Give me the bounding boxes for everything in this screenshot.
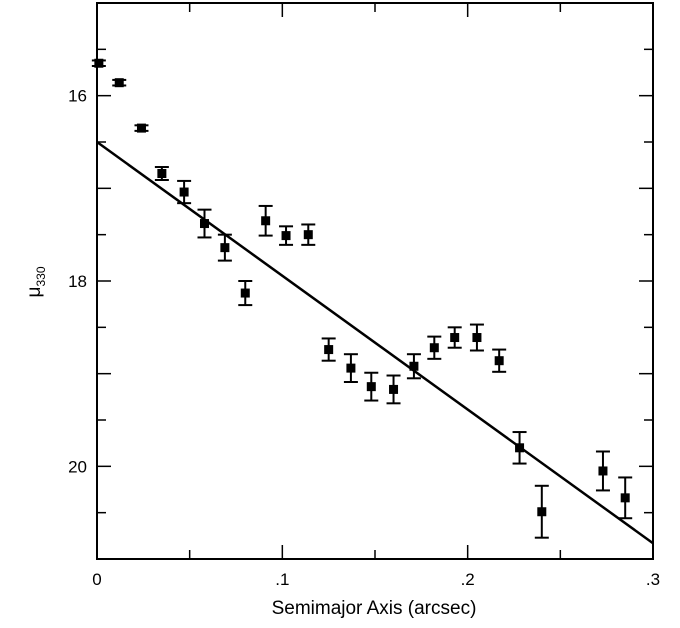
- data-point: [177, 179, 192, 205]
- x-tick-label: 0: [92, 570, 101, 589]
- data-point: [364, 371, 379, 402]
- x-axis-label: Semimajor Axis (arcsec): [272, 598, 477, 619]
- point-marker: [389, 384, 399, 394]
- data-point: [386, 374, 401, 405]
- point-marker: [94, 58, 104, 68]
- data-point: [154, 166, 169, 181]
- point-marker: [240, 288, 250, 298]
- point-marker: [537, 507, 547, 517]
- data-point: [512, 431, 527, 465]
- data-point: [469, 323, 484, 352]
- y-tick-label: 16: [68, 87, 87, 106]
- point-marker: [220, 243, 230, 253]
- point-marker: [620, 493, 630, 503]
- data-point: [91, 58, 106, 68]
- data-point: [112, 78, 127, 88]
- point-marker: [157, 169, 167, 179]
- plot-area: [96, 2, 654, 560]
- point-marker: [598, 466, 608, 476]
- data-point: [406, 353, 421, 380]
- point-marker: [450, 333, 460, 343]
- data-point: [492, 348, 507, 373]
- point-marker: [429, 343, 439, 353]
- data-point: [427, 335, 442, 360]
- x-tick-label: .3: [646, 570, 660, 589]
- data-point: [301, 223, 316, 246]
- point-marker: [114, 78, 124, 88]
- y-axis-label: μ330: [24, 266, 48, 297]
- point-marker: [366, 382, 376, 392]
- data-point: [343, 353, 358, 384]
- data-point: [447, 326, 462, 349]
- point-marker: [472, 333, 482, 343]
- y-tick-label: 18: [68, 272, 87, 291]
- point-marker: [324, 345, 334, 355]
- point-marker: [179, 187, 189, 197]
- point-marker: [303, 230, 313, 240]
- point-marker: [281, 231, 291, 241]
- point-marker: [199, 219, 209, 229]
- x-tick-label: .1: [275, 570, 289, 589]
- y-axis-label-sub: 330: [34, 266, 48, 286]
- tick-labels: 0 .1 .2 .3 16 18 20: [68, 87, 660, 589]
- data-point: [258, 204, 273, 237]
- point-marker: [409, 361, 419, 371]
- data-point: [595, 450, 610, 492]
- data-point: [321, 337, 336, 362]
- plot-frame: [96, 2, 654, 560]
- point-marker: [261, 216, 271, 226]
- point-marker: [136, 123, 146, 133]
- point-marker: [494, 356, 504, 366]
- data-point: [134, 123, 149, 133]
- data-points: [91, 58, 633, 539]
- data-point: [197, 208, 212, 239]
- point-marker: [346, 363, 356, 373]
- ticks: [96, 3, 654, 559]
- x-tick-label: .2: [461, 570, 475, 589]
- data-point: [279, 225, 294, 246]
- data-point: [618, 476, 633, 520]
- y-tick-label: 20: [68, 457, 87, 476]
- point-marker: [515, 443, 525, 453]
- y-axis-label-main: μ: [24, 287, 45, 298]
- fit-line: [96, 140, 654, 545]
- data-point: [238, 280, 253, 307]
- data-point: [534, 484, 549, 539]
- data-point: [217, 233, 232, 262]
